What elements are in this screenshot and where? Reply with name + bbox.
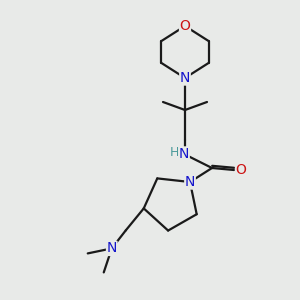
Text: O: O bbox=[236, 163, 246, 177]
Text: N: N bbox=[185, 175, 195, 189]
Text: N: N bbox=[179, 147, 189, 161]
Text: O: O bbox=[180, 19, 190, 33]
Text: N: N bbox=[180, 71, 190, 85]
Text: N: N bbox=[106, 242, 117, 255]
Text: H: H bbox=[169, 146, 179, 158]
